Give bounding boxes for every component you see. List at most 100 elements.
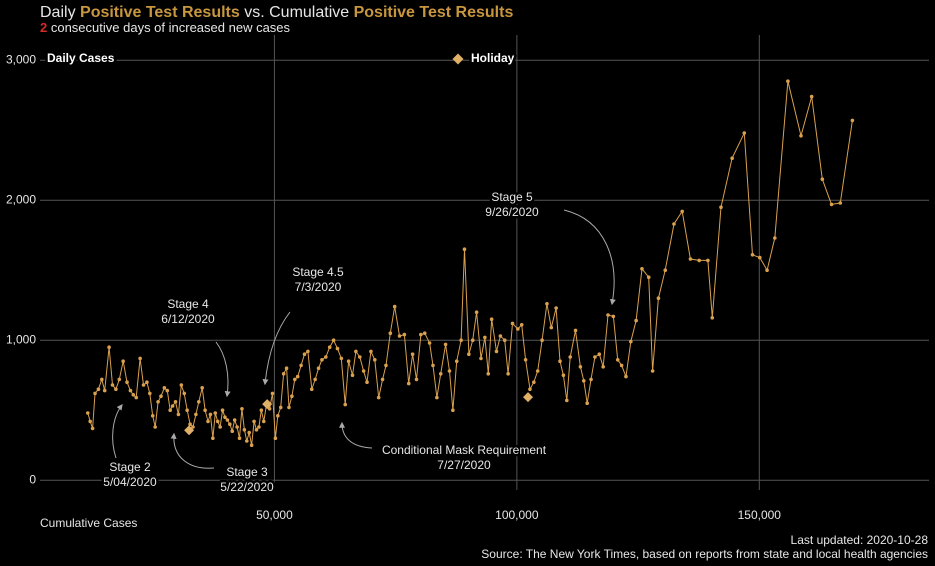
data-point bbox=[406, 381, 411, 386]
data-point bbox=[162, 386, 167, 390]
data-point bbox=[278, 405, 283, 410]
data-point bbox=[324, 355, 328, 359]
data-point bbox=[578, 365, 583, 369]
data-point bbox=[206, 419, 210, 424]
data-point bbox=[459, 338, 463, 343]
x-tick-label: 50,000 bbox=[256, 508, 293, 522]
data-point bbox=[680, 209, 685, 214]
data-point bbox=[270, 391, 275, 396]
data-point bbox=[85, 411, 90, 415]
grid bbox=[40, 35, 929, 490]
data-point bbox=[850, 118, 855, 123]
data-point bbox=[523, 358, 528, 362]
data-point bbox=[320, 358, 324, 362]
data-point bbox=[467, 352, 471, 357]
x-tick-label: 150,000 bbox=[738, 508, 782, 522]
data-point bbox=[528, 387, 532, 392]
data-point bbox=[306, 349, 310, 354]
data-point bbox=[573, 328, 578, 333]
annotation-label: Stage 4 bbox=[167, 297, 209, 311]
holiday-marker bbox=[523, 392, 534, 403]
data-point bbox=[223, 415, 227, 420]
data-point bbox=[549, 325, 554, 330]
data-point bbox=[211, 436, 215, 441]
data-point bbox=[494, 349, 499, 354]
data-point bbox=[249, 443, 254, 448]
data-point bbox=[593, 355, 597, 359]
data-point bbox=[470, 338, 475, 343]
plot bbox=[85, 79, 855, 448]
y-axis-label: Daily Cases bbox=[47, 51, 115, 65]
data-point bbox=[615, 358, 620, 362]
subtitle-count: 2 bbox=[40, 20, 47, 35]
data-point bbox=[742, 131, 747, 135]
data-point bbox=[479, 356, 483, 361]
data-point bbox=[114, 387, 118, 392]
data-point bbox=[380, 377, 385, 382]
data-point bbox=[254, 428, 259, 432]
data-point bbox=[451, 408, 455, 413]
data-point bbox=[284, 366, 289, 371]
data-point bbox=[170, 404, 175, 408]
data-point bbox=[809, 94, 814, 99]
x-axis-label: Cumulative Cases bbox=[40, 516, 137, 530]
data-point bbox=[179, 383, 184, 387]
data-point bbox=[376, 395, 381, 400]
annotation-label: Conditional Mask Requirement bbox=[382, 443, 547, 457]
data-point bbox=[156, 400, 160, 404]
data-point bbox=[230, 429, 235, 434]
data-point bbox=[719, 205, 723, 209]
data-point bbox=[176, 412, 181, 417]
data-point bbox=[196, 400, 201, 404]
annotation-date: 5/22/2020 bbox=[220, 480, 274, 494]
chart-title: Daily Positive Test Results vs. Cumulati… bbox=[40, 4, 513, 21]
annotation-date: 9/26/2020 bbox=[485, 205, 539, 219]
data-point bbox=[168, 408, 172, 413]
data-point bbox=[545, 302, 549, 306]
data-point bbox=[730, 156, 734, 160]
legend-label: Holiday bbox=[471, 51, 515, 65]
data-point bbox=[646, 275, 651, 280]
data-point bbox=[601, 365, 605, 369]
footer-source: Source: The New York Times, based on rep… bbox=[481, 547, 928, 561]
data-point bbox=[640, 267, 644, 271]
data-point bbox=[585, 401, 589, 406]
data-point bbox=[295, 374, 300, 379]
data-point bbox=[128, 388, 133, 393]
annotation-label: Stage 4.5 bbox=[292, 265, 344, 279]
annotation-date: 7/27/2020 bbox=[437, 458, 491, 472]
data-point bbox=[688, 257, 693, 261]
data-point bbox=[150, 414, 155, 418]
data-point bbox=[191, 425, 195, 429]
data-point bbox=[619, 363, 624, 368]
data-point bbox=[102, 388, 107, 393]
data-point bbox=[506, 372, 510, 376]
data-point bbox=[235, 425, 239, 429]
data-point bbox=[281, 372, 286, 376]
data-point bbox=[656, 296, 661, 301]
data-point bbox=[237, 436, 242, 441]
data-point bbox=[489, 317, 494, 322]
data-point bbox=[339, 356, 344, 361]
data-point bbox=[354, 349, 358, 354]
data-point bbox=[438, 372, 443, 376]
data-point bbox=[153, 425, 157, 429]
data-point bbox=[710, 316, 715, 320]
data-point bbox=[357, 355, 362, 359]
data-point bbox=[343, 402, 348, 407]
data-point bbox=[611, 314, 616, 319]
data-point bbox=[138, 356, 142, 361]
data-point bbox=[302, 352, 307, 357]
legend-marker bbox=[452, 53, 464, 65]
data-point bbox=[634, 318, 638, 323]
data-point bbox=[422, 331, 427, 336]
data-point bbox=[474, 310, 479, 315]
data-point bbox=[257, 425, 261, 429]
data-point bbox=[516, 327, 520, 331]
title-part: Positive Test Results bbox=[80, 4, 240, 21]
holiday-marker bbox=[184, 425, 195, 436]
annotation-label: Stage 5 bbox=[491, 190, 533, 204]
data-point bbox=[309, 387, 314, 392]
data-point bbox=[510, 321, 515, 326]
